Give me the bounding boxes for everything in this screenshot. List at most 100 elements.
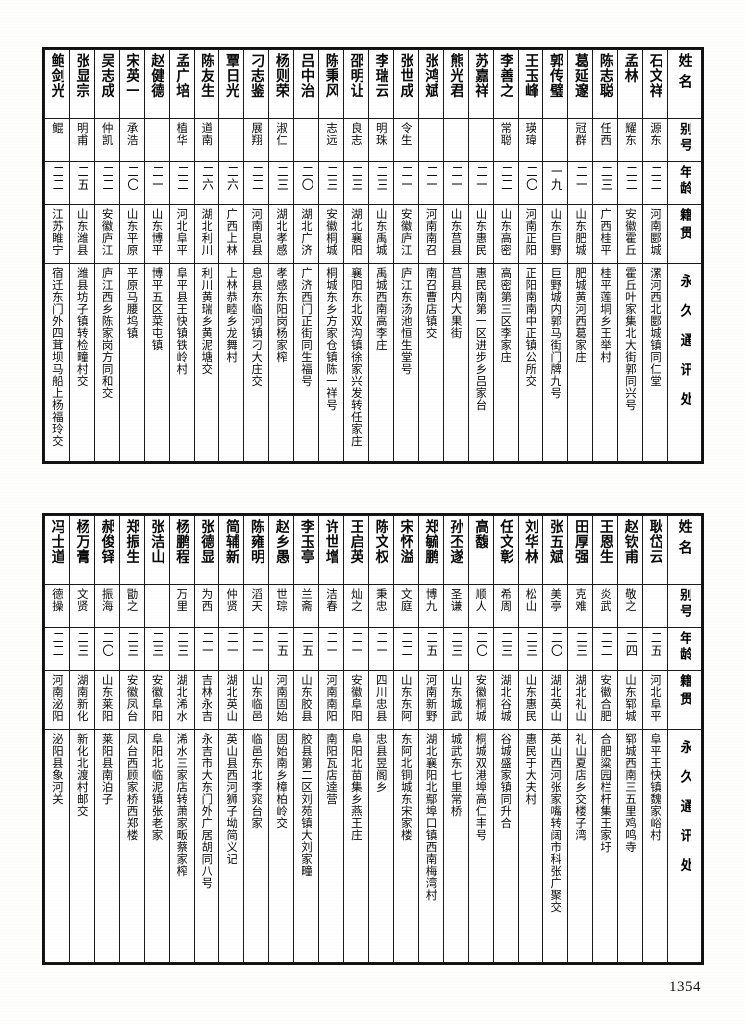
- origin-text: 山东高密: [499, 208, 512, 256]
- origin-text: 山东肥城: [574, 208, 587, 256]
- age-text: 二五: [648, 631, 662, 657]
- cell-address: 莱阳县南泊子: [93, 729, 120, 963]
- cell-age: 二三: [143, 627, 170, 671]
- cell-name: 许世增: [318, 515, 345, 585]
- cell-alias: 耀东: [617, 118, 644, 162]
- cell-address: 湖北襄阳北鄢埠口镇西南梅湾村: [417, 729, 444, 963]
- address-text: 英山县西河狮子坳简义记: [225, 733, 238, 865]
- roster-table-top: 鲍剑光 张显宗 吴志成 宋英一 赵健德 孟广培 陈友生 覃日光 刁志鉴 杨则荣 吕中治 陈秉风 邵明让李…: [42, 47, 704, 464]
- origin-text: 湖北襄阳: [350, 208, 362, 256]
- origin-text: 四川忠县: [375, 674, 387, 722]
- cell-origin: 山东潍县: [68, 204, 95, 264]
- cell-name: 冯士道: [44, 515, 70, 585]
- cell-origin: 吉林永吉: [193, 670, 220, 730]
- age-text: 二六: [200, 165, 213, 191]
- name-text: 陈雍明: [248, 519, 264, 564]
- cell-age: 二二: [93, 161, 120, 205]
- row-label-text: 别号: [677, 122, 692, 154]
- cell-address: 正阳南南中正镇公所交: [517, 263, 544, 462]
- row-label-age: 年龄: [667, 627, 702, 671]
- name-text: 李善之: [498, 53, 513, 98]
- cell-age: 二三: [68, 627, 95, 671]
- cell-origin: 湖北利川: [193, 204, 220, 264]
- cell-name: 陈雍明: [243, 515, 270, 585]
- cell-address: 高密第三区李家庄: [492, 263, 519, 462]
- cell-origin: 河南南召: [417, 204, 444, 264]
- origin-text: 山东城武: [449, 674, 462, 722]
- row-label-age: 年龄: [667, 161, 702, 205]
- row-label-text: 籍贯: [677, 208, 692, 244]
- cell-alias: 源东: [642, 118, 669, 162]
- cell-name: 刁志鉴: [243, 49, 270, 119]
- origin-text: 吉林永吉: [200, 674, 213, 722]
- cell-address: 庐江东汤池恒生堂号: [392, 263, 419, 462]
- cell-age: 二一: [143, 161, 170, 205]
- cell-name: 王玉峰: [517, 49, 544, 119]
- cell-name: 赵钦甫: [617, 515, 644, 585]
- cell-origin: 湖北礼山: [567, 670, 594, 730]
- cell-name: 苏嘉祥: [467, 49, 494, 119]
- cell-age: 二〇: [293, 161, 320, 205]
- age-text: 二五: [424, 631, 438, 657]
- origin-text: 安徽庐江: [100, 208, 113, 256]
- cell-age: 二三: [118, 627, 145, 671]
- cell-alias: 任西: [592, 118, 619, 162]
- name-text: 赵钦甫: [622, 519, 638, 564]
- cell-age: 二一: [417, 161, 444, 205]
- address-text: 襄阳东北双沟镇徐家兴发转任家庄: [350, 267, 362, 447]
- address-text: 阜阳北苗集乡燕王庄: [350, 733, 362, 841]
- row-label-text: 籍贯: [677, 674, 692, 710]
- name-text: 任文彰: [498, 519, 513, 564]
- address-text: 惠民于大夫村: [524, 733, 537, 805]
- age-text: 二三: [75, 631, 89, 657]
- name-text: 宋英一: [124, 53, 140, 98]
- cell-age: 二五: [293, 627, 320, 671]
- cell-address: 郓城西南三五里鸡鸣寺: [617, 729, 644, 963]
- cell-age: 二一: [392, 161, 419, 205]
- cell-age: 二三: [268, 161, 295, 205]
- cell-name: 李瑞云: [367, 49, 394, 119]
- cell-address: 漯河西北郾城镇同仁堂: [642, 263, 669, 462]
- row-label-name: 姓名: [667, 515, 702, 585]
- age-text: 二一: [349, 631, 363, 657]
- age-text: 二一: [249, 631, 263, 657]
- cell-address: 阜平县王快镇铁岭村: [168, 263, 195, 462]
- cell-age: 二二: [642, 161, 669, 205]
- address-text: 平原马腰坞镇: [125, 267, 138, 339]
- cell-origin: 安徽合肥: [592, 670, 619, 730]
- cell-age: 二二: [44, 627, 70, 671]
- row-label-name: 姓名: [667, 49, 702, 119]
- age-text: 二三: [349, 165, 363, 191]
- alias-text: 鲲: [51, 122, 63, 134]
- cell-age: 二二: [168, 161, 195, 205]
- cell-alias: 博九: [417, 584, 444, 628]
- row-label-origin: 籍贯: [667, 204, 702, 264]
- name-text: 吴志成: [99, 53, 115, 98]
- cell-age: 二三: [592, 161, 619, 205]
- cell-origin: 广西上林: [218, 204, 245, 264]
- alias-text: 源东: [649, 122, 661, 146]
- alias-text: 植华: [175, 122, 188, 146]
- age-text: 二二: [623, 165, 637, 191]
- cell-origin: 安徽凤台: [118, 670, 145, 730]
- address-text: 永吉市大东门外广居胡同八号: [200, 733, 213, 889]
- cell-name: 杨则荣: [268, 49, 295, 119]
- alias-text: 洁春: [325, 588, 337, 612]
- origin-text: 安徽霍丘: [624, 208, 637, 256]
- cell-origin: 安徽阜阳: [143, 670, 170, 730]
- origin-text: 湖北礼山: [574, 674, 587, 722]
- cell-age: 二六: [193, 161, 220, 205]
- cell-alias: 顺人: [467, 584, 494, 628]
- cell-address: 襄阳东北双沟镇徐家兴发转任家庄: [343, 263, 369, 462]
- age-text: 二六: [225, 165, 238, 191]
- name-text: 王恩生: [597, 519, 613, 564]
- cell-name: 王恩生: [592, 515, 619, 585]
- cell-address: 息县东临河镇刁大庄交: [243, 263, 270, 462]
- address-text: 郓城西南三五里鸡鸣寺: [624, 733, 637, 853]
- cell-alias: 炎武: [592, 584, 619, 628]
- cell-origin: 河南正阳: [517, 204, 544, 264]
- name-text: 陈友生: [199, 53, 214, 98]
- name-text: 刘华林: [523, 519, 538, 564]
- row-label-address: 永久通讯处: [667, 729, 702, 963]
- origin-text: 山东莱阳: [100, 674, 113, 722]
